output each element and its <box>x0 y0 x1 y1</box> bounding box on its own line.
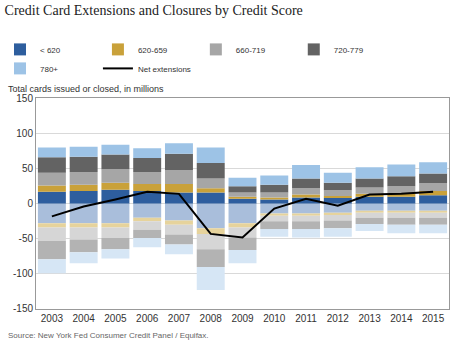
svg-text:2010: 2010 <box>263 313 286 324</box>
svg-text:0: 0 <box>27 198 33 209</box>
svg-text:< 620: < 620 <box>40 46 61 55</box>
svg-text:Total cards issued or closed,: Total cards issued or closed, in million… <box>8 84 164 94</box>
svg-text:2011: 2011 <box>295 313 317 324</box>
svg-text:150: 150 <box>16 93 33 104</box>
svg-text:720-779: 720-779 <box>334 46 364 55</box>
svg-text:2009: 2009 <box>231 313 254 324</box>
svg-text:2014: 2014 <box>390 313 413 324</box>
svg-text:Credit Card Extensions and Clo: Credit Card Extensions and Closures by C… <box>5 3 303 18</box>
svg-text:100: 100 <box>16 128 33 139</box>
svg-text:2008: 2008 <box>200 313 223 324</box>
svg-text:660-719: 660-719 <box>236 46 266 55</box>
svg-text:Source: New York Fed Consumer: Source: New York Fed Consumer Credit Pan… <box>8 331 209 340</box>
svg-text:-150: -150 <box>13 303 33 314</box>
svg-text:2005: 2005 <box>104 313 127 324</box>
svg-text:2004: 2004 <box>73 313 96 324</box>
svg-text:2012: 2012 <box>327 313 350 324</box>
svg-text:780+: 780+ <box>40 65 58 74</box>
svg-text:2013: 2013 <box>358 313 381 324</box>
svg-text:Net extensions: Net extensions <box>138 65 191 74</box>
svg-text:2006: 2006 <box>136 313 159 324</box>
svg-text:2015: 2015 <box>422 313 445 324</box>
svg-text:-50: -50 <box>19 233 34 244</box>
svg-text:2003: 2003 <box>41 313 64 324</box>
svg-text:620-659: 620-659 <box>138 46 168 55</box>
svg-text:50: 50 <box>22 163 34 174</box>
svg-text:-100: -100 <box>13 268 33 279</box>
svg-text:2007: 2007 <box>168 313 191 324</box>
